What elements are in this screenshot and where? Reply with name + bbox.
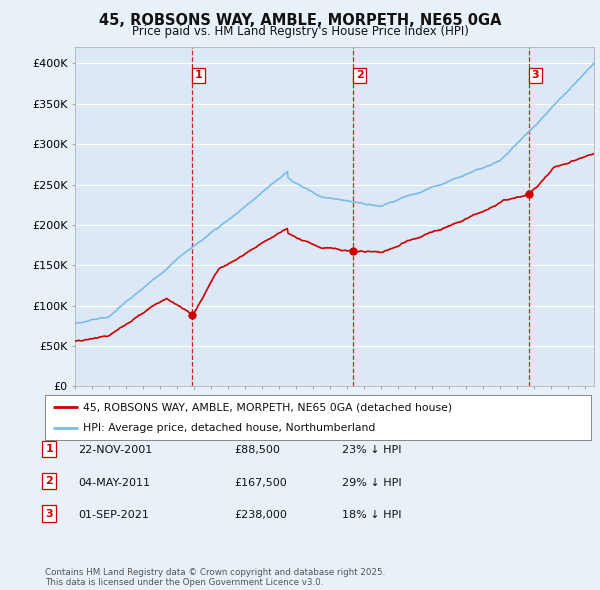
Text: 45, ROBSONS WAY, AMBLE, MORPETH, NE65 0GA (detached house): 45, ROBSONS WAY, AMBLE, MORPETH, NE65 0G…	[83, 402, 452, 412]
Text: 1: 1	[195, 70, 203, 80]
Text: 01-SEP-2021: 01-SEP-2021	[78, 510, 149, 520]
Text: 3: 3	[46, 509, 53, 519]
Text: 3: 3	[532, 70, 539, 80]
Text: 04-MAY-2011: 04-MAY-2011	[78, 478, 150, 488]
Text: £88,500: £88,500	[234, 445, 280, 455]
Text: Contains HM Land Registry data © Crown copyright and database right 2025.
This d: Contains HM Land Registry data © Crown c…	[45, 568, 385, 587]
Text: HPI: Average price, detached house, Northumberland: HPI: Average price, detached house, Nort…	[83, 422, 376, 432]
Text: 1: 1	[46, 444, 53, 454]
Text: 45, ROBSONS WAY, AMBLE, MORPETH, NE65 0GA: 45, ROBSONS WAY, AMBLE, MORPETH, NE65 0G…	[99, 13, 501, 28]
Text: £167,500: £167,500	[234, 478, 287, 488]
Text: 29% ↓ HPI: 29% ↓ HPI	[342, 478, 401, 488]
Text: 22-NOV-2001: 22-NOV-2001	[78, 445, 152, 455]
Text: 23% ↓ HPI: 23% ↓ HPI	[342, 445, 401, 455]
Text: £238,000: £238,000	[234, 510, 287, 520]
Text: Price paid vs. HM Land Registry's House Price Index (HPI): Price paid vs. HM Land Registry's House …	[131, 25, 469, 38]
Text: 2: 2	[46, 476, 53, 486]
Text: 18% ↓ HPI: 18% ↓ HPI	[342, 510, 401, 520]
Text: 2: 2	[356, 70, 364, 80]
